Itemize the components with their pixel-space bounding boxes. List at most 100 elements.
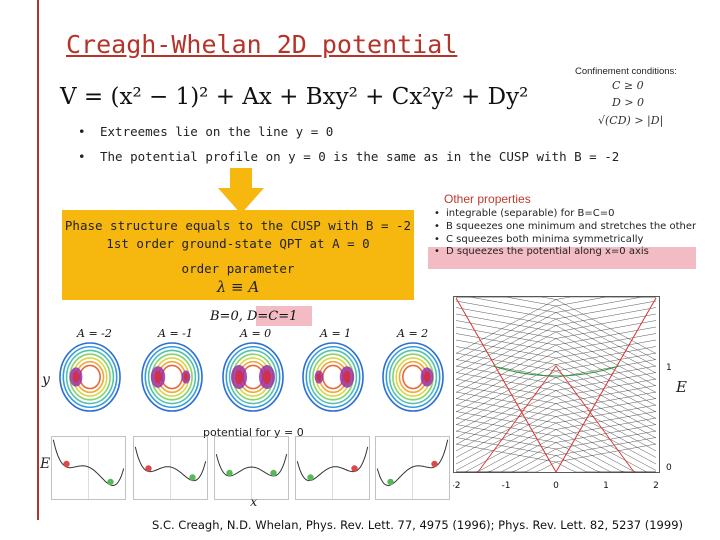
confinement-condition: C ≥ 0	[612, 79, 644, 92]
potential-plot	[214, 436, 289, 500]
down-arrow-icon	[218, 168, 264, 214]
confinement-condition: √(CD) > |D|	[598, 114, 664, 127]
phase-structure-box: Phase structure equals to the CUSP with …	[62, 210, 414, 300]
minimum-core	[154, 370, 162, 384]
phase-line: order parameter	[181, 261, 295, 276]
energy-level-line	[455, 320, 657, 393]
ground-state-line	[455, 297, 657, 474]
level-marker	[387, 478, 394, 486]
a-label: A = 1	[320, 327, 352, 340]
x-tick-label: 1	[603, 481, 609, 491]
list-item: D squeezes the potential along x=0 axis	[432, 246, 702, 259]
a-label: A = -1	[158, 327, 193, 340]
x-axis-label: x	[250, 495, 258, 510]
contour-line	[65, 349, 115, 405]
energy-level-line	[455, 359, 657, 432]
level-marker	[351, 465, 358, 472]
contour-line	[222, 342, 284, 412]
minimum-core	[183, 373, 189, 381]
contour-line	[225, 345, 281, 409]
energy-level-line	[456, 417, 657, 473]
other-properties-list: integrable (separable) for B=C=0 B squee…	[432, 208, 702, 259]
separatrix-line	[492, 365, 620, 377]
energy-level-line	[455, 365, 657, 439]
highlight	[256, 306, 312, 326]
minimum-core	[263, 370, 271, 384]
level-marker	[107, 478, 114, 486]
energy-spectrum-plot: -2 -1 0 1 2 1 0	[453, 296, 672, 491]
a-label: A = 2	[397, 327, 429, 340]
energy-level-line	[455, 339, 657, 413]
x-tick-label: 2	[653, 481, 659, 491]
potential-plot	[51, 436, 126, 500]
energy-level-line	[455, 391, 657, 465]
left-rule	[37, 0, 39, 520]
energy-level-line	[455, 378, 657, 452]
contour-plot	[59, 342, 121, 412]
confinement-title: Confinement conditions:	[575, 66, 677, 77]
y-tick-label: 0	[666, 463, 672, 473]
energy-level-line	[456, 411, 657, 473]
x-tick-label: -2	[453, 481, 460, 491]
bullet-item: • Extreemes lie on the line y = 0	[78, 124, 334, 139]
x-tick-label: -1	[502, 481, 511, 491]
level-marker	[226, 469, 233, 477]
contour-line	[144, 345, 200, 409]
contour-line	[147, 349, 197, 405]
contour-plot	[222, 342, 284, 412]
contour-line	[382, 342, 444, 412]
list-item: B squeezes one minimum and stretches the…	[432, 221, 702, 234]
energy-level-line	[455, 296, 656, 354]
contour-line	[305, 345, 361, 409]
list-item: C squeezes both minima symmetrically	[432, 234, 702, 247]
parameter-label: B=0, D=C=1	[210, 309, 298, 324]
minimum-core	[235, 370, 243, 384]
minimum-core	[316, 373, 322, 381]
energy-level-line	[455, 326, 657, 400]
potential-caption: potential for y = 0	[203, 426, 304, 439]
level-marker	[145, 465, 152, 472]
energy-level-line	[455, 398, 657, 471]
level-marker	[431, 460, 438, 468]
energy-axis-label-right: E	[676, 378, 687, 396]
energy-level-line	[455, 307, 657, 380]
minimum-core	[423, 371, 431, 383]
phase-line: Phase structure equals to the CUSP with …	[64, 218, 412, 233]
potential-plot	[295, 436, 370, 500]
contour-line	[59, 342, 121, 412]
crossing-line	[477, 365, 635, 473]
bullet-text: The potential profile on y = 0 is the sa…	[100, 149, 620, 164]
energy-level-line	[456, 424, 657, 473]
energy-level-line	[456, 404, 657, 473]
contour-line	[141, 342, 203, 412]
energy-level-line	[455, 346, 657, 419]
minimum-core	[72, 371, 80, 383]
energy-level-line	[455, 372, 657, 445]
energy-level-line	[455, 352, 657, 426]
potential-plot	[375, 436, 450, 500]
contour-line	[388, 349, 438, 405]
order-parameter-formula: λ ≡ A	[216, 278, 260, 296]
contour-plot	[382, 342, 444, 412]
other-properties-title: Other properties	[444, 192, 531, 206]
slide-title: Creagh-Whelan 2D potential	[66, 30, 458, 59]
contour-line	[401, 364, 424, 390]
contour-line	[385, 345, 441, 409]
bullet-text: Extreemes lie on the line y = 0	[100, 124, 334, 139]
energy-level-line	[455, 296, 656, 367]
level-marker	[307, 474, 314, 481]
contour-line	[78, 364, 101, 390]
energy-level-line	[455, 385, 657, 458]
contour-line	[228, 349, 278, 405]
potential-formula: V = (x² − 1)² + Ax + Bxy² + Cx²y² + Dy²	[60, 84, 529, 110]
energy-level-line	[455, 333, 657, 406]
potential-plot	[133, 436, 208, 500]
energy-level-line	[455, 313, 657, 387]
list-item: integrable (separable) for B=C=0	[432, 208, 702, 221]
minimum-core	[343, 370, 351, 384]
x-tick-label: 0	[553, 481, 559, 491]
citation: S.C. Creagh, N.D. Whelan, Phys. Rev. Let…	[152, 518, 683, 532]
bullet-item: • The potential profile on y = 0 is the s…	[78, 149, 620, 164]
contour-line	[62, 345, 118, 409]
contour-line	[308, 349, 358, 405]
